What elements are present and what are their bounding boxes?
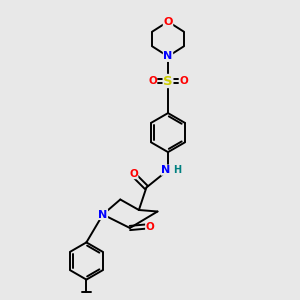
Text: O: O — [163, 16, 173, 27]
Text: S: S — [163, 74, 173, 88]
Text: N: N — [161, 165, 170, 175]
Text: O: O — [148, 76, 157, 86]
Text: N: N — [164, 51, 172, 62]
Text: H: H — [173, 165, 182, 175]
Text: O: O — [129, 169, 138, 179]
Text: O: O — [179, 76, 188, 86]
Text: N: N — [98, 209, 107, 220]
Text: O: O — [146, 221, 154, 232]
